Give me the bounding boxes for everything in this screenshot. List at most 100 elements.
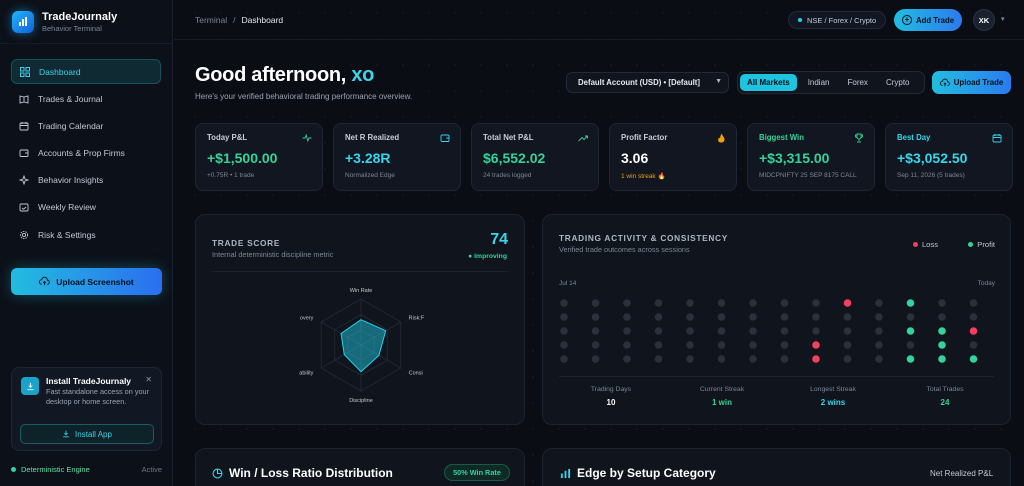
activity-dot-empty[interactable]: [623, 299, 631, 307]
activity-dot-empty[interactable]: [623, 355, 631, 363]
activity-dot-empty[interactable]: [623, 341, 631, 349]
activity-dot-empty[interactable]: [938, 313, 946, 321]
activity-dot-empty[interactable]: [560, 341, 568, 349]
stat-card-net-r[interactable]: Net R Realized +3.28R Normalized Edge: [333, 123, 461, 191]
activity-dot-loss[interactable]: [969, 327, 978, 335]
activity-dot-empty[interactable]: [717, 299, 726, 307]
activity-dot-empty[interactable]: [717, 355, 726, 363]
activity-dot-empty[interactable]: [654, 299, 663, 307]
stat-card-best-day[interactable]: Best Day +$3,052.50 Sep 11, 2026 (5 trad…: [885, 123, 1013, 191]
activity-dot-empty[interactable]: [812, 327, 820, 335]
activity-dot-empty[interactable]: [780, 327, 789, 335]
activity-dot-empty[interactable]: [591, 299, 600, 307]
install-app-button[interactable]: Install App: [20, 424, 154, 444]
activity-dot-empty[interactable]: [875, 355, 883, 363]
activity-dot-empty[interactable]: [749, 299, 757, 307]
activity-dot-empty[interactable]: [591, 341, 600, 349]
activity-dot-empty[interactable]: [560, 327, 568, 335]
activity-dot-empty[interactable]: [717, 341, 726, 349]
activity-dot-empty[interactable]: [969, 299, 978, 307]
sidebar-item-weekly-review[interactable]: Weekly Review: [11, 195, 161, 220]
activity-dot-profit[interactable]: [906, 327, 915, 335]
activity-dot-empty[interactable]: [591, 327, 600, 335]
add-trade-button[interactable]: + Add Trade: [894, 9, 962, 31]
upload-screenshot-button[interactable]: Upload Screenshot: [11, 268, 162, 295]
activity-dot-empty[interactable]: [875, 313, 883, 321]
activity-dot-empty[interactable]: [654, 355, 663, 363]
activity-dot-empty[interactable]: [843, 355, 852, 363]
sidebar-item-trades-journal[interactable]: Trades & Journal: [11, 86, 161, 111]
brand[interactable]: TradeJournaly Behavior Terminal: [0, 0, 172, 44]
activity-dot-empty[interactable]: [686, 313, 694, 321]
activity-dot-empty[interactable]: [749, 313, 757, 321]
activity-dot-empty[interactable]: [906, 313, 915, 321]
tab-crypto[interactable]: Crypto: [885, 78, 910, 87]
activity-dot-empty[interactable]: [875, 341, 883, 349]
upload-trade-button[interactable]: Upload Trade: [932, 71, 1011, 94]
activity-dot-empty[interactable]: [686, 299, 694, 307]
activity-dot-empty[interactable]: [969, 313, 978, 321]
activity-dot-profit[interactable]: [938, 355, 946, 363]
activity-dot-empty[interactable]: [969, 341, 978, 349]
activity-dot-empty[interactable]: [654, 313, 663, 321]
sidebar-item-behavior-insights[interactable]: Behavior Insights: [11, 168, 161, 193]
tab-all-markets[interactable]: All Markets: [740, 74, 797, 91]
activity-dot-empty[interactable]: [843, 313, 852, 321]
activity-dot-profit[interactable]: [938, 341, 946, 349]
activity-dot-empty[interactable]: [623, 327, 631, 335]
tab-indian[interactable]: Indian: [807, 78, 830, 87]
activity-dot-empty[interactable]: [560, 355, 568, 363]
activity-dot-loss[interactable]: [843, 299, 852, 307]
sidebar-item-trading-calendar[interactable]: Trading Calendar: [11, 113, 161, 138]
tab-forex[interactable]: Forex: [847, 78, 868, 87]
activity-dot-empty[interactable]: [686, 341, 694, 349]
activity-dot-empty[interactable]: [749, 327, 757, 335]
activity-dot-empty[interactable]: [591, 355, 600, 363]
activity-dot-empty[interactable]: [780, 299, 789, 307]
activity-dot-empty[interactable]: [654, 327, 663, 335]
stat-card-biggest-win[interactable]: Biggest Win +$3,315.00 MIDCPNIFTY 25 SEP…: [747, 123, 875, 191]
close-icon[interactable]: ✕: [145, 375, 152, 384]
activity-dot-empty[interactable]: [560, 299, 568, 307]
activity-dot-loss[interactable]: [812, 341, 820, 349]
activity-dot-empty[interactable]: [749, 355, 757, 363]
activity-dot-empty[interactable]: [717, 327, 726, 335]
activity-dot-empty[interactable]: [686, 355, 694, 363]
activity-dot-empty[interactable]: [654, 341, 663, 349]
activity-dot-profit[interactable]: [906, 355, 915, 363]
stat-card-total-net-pl[interactable]: Total Net P&L $6,552.02 24 trades logged: [471, 123, 599, 191]
activity-dot-empty[interactable]: [591, 313, 600, 321]
logo-icon: [12, 10, 34, 33]
activity-dot-empty[interactable]: [623, 313, 631, 321]
sidebar-item-risk-settings[interactable]: Risk & Settings: [11, 222, 161, 247]
sidebar-item-dashboard[interactable]: Dashboard: [11, 59, 161, 84]
activity-dot-empty[interactable]: [812, 313, 820, 321]
activity-dot-empty[interactable]: [875, 299, 883, 307]
breadcrumb-root[interactable]: Terminal: [195, 14, 228, 25]
account-select[interactable]: Default Account (USD) • [Default] ▼: [566, 72, 729, 93]
avatar[interactable]: XK: [973, 9, 995, 31]
activity-dot-empty[interactable]: [843, 327, 852, 335]
activity-dot-empty[interactable]: [717, 313, 726, 321]
activity-dot-profit[interactable]: [969, 355, 978, 363]
stat-card-today-pl[interactable]: Today P&L +$1,500.00 +0.75R • 1 trade: [195, 123, 323, 191]
activity-dot-empty[interactable]: [560, 313, 568, 321]
activity-dot-empty[interactable]: [749, 341, 757, 349]
activity-dot-empty[interactable]: [906, 341, 915, 349]
activity-dot-empty[interactable]: [780, 313, 789, 321]
activity-dot-loss[interactable]: [812, 355, 820, 363]
activity-dot-profit[interactable]: [938, 327, 946, 335]
activity-dot-empty[interactable]: [780, 341, 789, 349]
activity-dot-empty[interactable]: [843, 341, 852, 349]
activity-dot-empty[interactable]: [938, 299, 946, 307]
cloud-upload-icon: [39, 276, 51, 286]
activity-dot-empty[interactable]: [875, 327, 883, 335]
activity-dot-profit[interactable]: [906, 299, 915, 307]
stat-card-profit-factor[interactable]: Profit Factor 3.06 1 win streak 🔥: [609, 123, 737, 191]
sidebar-item-accounts[interactable]: Accounts & Prop Firms: [11, 141, 161, 166]
activity-dot-empty[interactable]: [686, 327, 694, 335]
chevron-down-icon[interactable]: ▾: [1001, 16, 1005, 23]
activity-dot-empty[interactable]: [780, 355, 789, 363]
market-selector[interactable]: NSE / Forex / Crypto: [788, 11, 887, 29]
activity-dot-empty[interactable]: [812, 299, 820, 307]
